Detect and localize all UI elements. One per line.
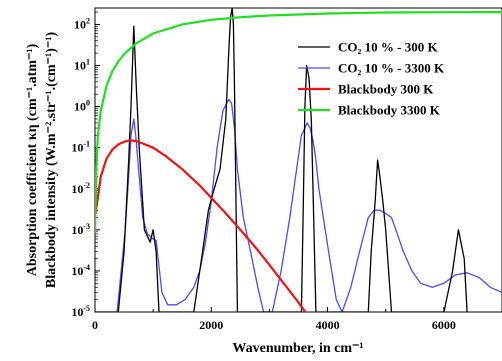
x-tick-label: 2000 bbox=[199, 318, 223, 332]
legend-label: Blackbody 3300 K bbox=[338, 103, 441, 118]
x-tick-label: 6000 bbox=[432, 318, 456, 332]
y-tick-label: 10-5 bbox=[71, 304, 90, 319]
y-tick-label: 10-1 bbox=[71, 140, 90, 155]
legend-label: CO₂ 10 % - 300 K bbox=[338, 40, 438, 55]
series-line-3 bbox=[95, 11, 502, 234]
y-axis-title-absorption: Absorption coefficient κη (cm⁻¹.atm⁻¹) bbox=[25, 43, 40, 276]
legend-label: CO₂ 10 % - 3300 K bbox=[338, 61, 445, 76]
legend-label: Blackbody 300 K bbox=[338, 82, 434, 97]
x-axis-title: Wavenumber, in cm⁻¹ bbox=[232, 341, 363, 356]
y-tick-label: 10-3 bbox=[71, 222, 90, 237]
x-tick-label: 4000 bbox=[316, 318, 340, 332]
y-tick-label: 10-4 bbox=[71, 263, 90, 278]
x-tick-label: 0 bbox=[92, 318, 98, 332]
y-tick-label: 101 bbox=[74, 58, 90, 73]
legend: CO₂ 10 % - 300 K CO₂ 10 % - 3300 K Blackbo… bbox=[298, 40, 445, 118]
y-tick-label: 10-2 bbox=[71, 181, 90, 196]
y-tick-label: 100 bbox=[74, 99, 90, 114]
series-line-2 bbox=[95, 139, 307, 312]
y-axis-title-blackbody: Blackbody intensity (W.m⁻².str⁻¹.(cm⁻¹)⁻… bbox=[44, 32, 59, 289]
y-tick-label: 102 bbox=[74, 16, 90, 31]
series-layer bbox=[95, 8, 502, 312]
series-line-1 bbox=[116, 98, 502, 312]
axis-ticks: 0 2000 4000 6000 102 101 100 10-1 10-2 10-3 10-4 10… bbox=[71, 11, 456, 332]
series-line-0 bbox=[95, 8, 468, 312]
